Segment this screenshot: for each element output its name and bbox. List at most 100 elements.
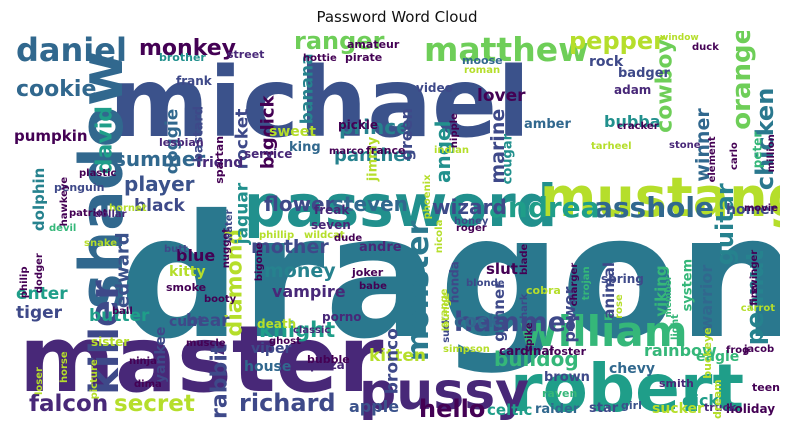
word-chevy: chevy bbox=[609, 361, 655, 377]
word-bulldog: bulldog bbox=[494, 347, 579, 371]
word-green: green bbox=[397, 108, 416, 160]
word-pussy: pussy bbox=[359, 362, 529, 421]
word-cardinal: cardinal bbox=[499, 344, 554, 358]
word-killer: killer bbox=[82, 280, 128, 395]
word-spike: spike bbox=[524, 322, 535, 352]
word-frank: frank bbox=[176, 74, 213, 88]
word-muscle: muscle bbox=[186, 338, 226, 349]
word-lover: lover bbox=[477, 86, 526, 106]
word-doggie: doggie bbox=[163, 109, 183, 175]
word-swinger: swinger bbox=[749, 250, 760, 295]
word-richard: richard bbox=[239, 389, 336, 417]
word-winner: winner bbox=[692, 108, 714, 182]
word-dick: dick bbox=[682, 391, 719, 410]
word-ghost: ghost bbox=[269, 336, 301, 347]
word-panther: panther bbox=[334, 145, 414, 166]
word-street: street bbox=[227, 48, 264, 61]
word-amber: amber bbox=[524, 117, 571, 132]
word-classic: classic bbox=[293, 325, 330, 336]
word-michael: michael bbox=[109, 47, 530, 159]
word-guitar: guitar bbox=[711, 183, 739, 265]
word-slut: slut bbox=[486, 260, 518, 278]
word-phillip: phillip bbox=[259, 230, 294, 241]
word-plastic: plastic bbox=[79, 168, 116, 179]
word-buckeye: buckeye bbox=[701, 327, 714, 378]
word-raider: raider bbox=[535, 402, 580, 417]
word-stone: stone bbox=[669, 140, 701, 151]
word-viking: viking bbox=[652, 265, 670, 316]
word-mother: mother bbox=[251, 236, 329, 258]
word-andre: andre bbox=[359, 240, 402, 255]
word-video: video bbox=[416, 81, 453, 95]
word-kitty: kitty bbox=[169, 264, 206, 280]
word-penguin: penguin bbox=[54, 181, 104, 194]
word-marine: marine bbox=[487, 109, 509, 184]
word-steven: steven bbox=[332, 192, 408, 216]
word-ranger: ranger bbox=[294, 31, 385, 55]
word-cougar: cougar bbox=[500, 133, 515, 184]
word-jacob: jacob bbox=[743, 344, 774, 355]
word-summer: summer bbox=[114, 147, 205, 171]
word-mustang: mustang bbox=[540, 166, 780, 229]
word-system: system bbox=[680, 259, 695, 312]
word-knight: knight bbox=[259, 318, 335, 342]
word-sucker: sucker bbox=[652, 401, 704, 417]
word-orange: orange bbox=[727, 31, 757, 130]
word-tarheel: tarheel bbox=[591, 141, 632, 152]
word-gunner: gunner bbox=[490, 281, 508, 342]
word-pickle: pickle bbox=[338, 118, 378, 132]
word-member: member bbox=[664, 275, 674, 317]
word-pepper: pepper bbox=[569, 31, 665, 55]
word-hottie: hottie bbox=[303, 53, 337, 64]
word-eagle: eagle bbox=[696, 349, 739, 365]
word-dragon: dragon bbox=[119, 179, 780, 377]
word-jimmy: jimmy bbox=[365, 136, 380, 182]
word-brown: brown bbox=[544, 370, 590, 385]
word-bronco: bronco bbox=[383, 328, 403, 394]
word-ninja: ninja bbox=[129, 356, 157, 367]
word-spartan: spartan bbox=[213, 136, 226, 184]
word-black: black bbox=[134, 196, 186, 216]
word-blade: blade bbox=[519, 244, 530, 275]
word-banana: banana bbox=[298, 53, 318, 124]
word-pizza: pizza bbox=[310, 358, 345, 372]
word-million: million bbox=[766, 134, 777, 172]
word-badger: badger bbox=[618, 66, 671, 81]
word-honda: honda bbox=[448, 261, 462, 303]
word-enter: enter bbox=[16, 284, 68, 304]
word-master: master bbox=[19, 306, 384, 413]
word-rose: rose bbox=[614, 294, 625, 319]
word-light: light bbox=[670, 314, 681, 340]
word-rock: rock bbox=[589, 54, 624, 70]
word-blonde: blonde bbox=[466, 278, 505, 289]
word-bigdick: bigdick bbox=[257, 94, 278, 169]
word-lesbian: lesbian bbox=[159, 136, 204, 149]
word-cobra: cobra bbox=[526, 284, 561, 297]
word-david: david bbox=[93, 106, 118, 174]
word-patriot: patriot bbox=[69, 208, 108, 219]
word-matthew: matthew bbox=[424, 31, 589, 69]
word-dollar: dollar bbox=[94, 209, 127, 220]
word-falcon: falcon bbox=[29, 391, 108, 417]
word-water: water bbox=[224, 209, 235, 242]
word-hornet: hornet bbox=[109, 203, 147, 214]
word-cookie: cookie bbox=[16, 77, 96, 102]
word-seven: seven bbox=[311, 218, 351, 232]
word-bigone: bigone bbox=[254, 242, 265, 281]
word-vampire: vampire bbox=[272, 282, 346, 301]
word-carrot: carrot bbox=[741, 303, 775, 314]
word-france: france bbox=[366, 144, 405, 157]
word-sister: sister bbox=[91, 335, 129, 349]
word-cloud: dragon michael master robert passwordmustang… bbox=[14, 31, 780, 421]
word-daniel: daniel bbox=[16, 31, 127, 69]
word-money: money bbox=[264, 260, 336, 282]
word-picture: picture bbox=[89, 359, 100, 399]
word-dima: dima bbox=[134, 379, 162, 390]
word-duck: duck bbox=[692, 42, 719, 53]
word-celtic: celtic bbox=[487, 401, 532, 419]
word-movie: movie bbox=[744, 203, 778, 214]
word-smith: smith bbox=[659, 377, 694, 390]
word-smoke: smoke bbox=[166, 281, 206, 294]
word-cowboy: cowboy bbox=[653, 39, 678, 133]
word-homer: homer bbox=[726, 202, 777, 218]
